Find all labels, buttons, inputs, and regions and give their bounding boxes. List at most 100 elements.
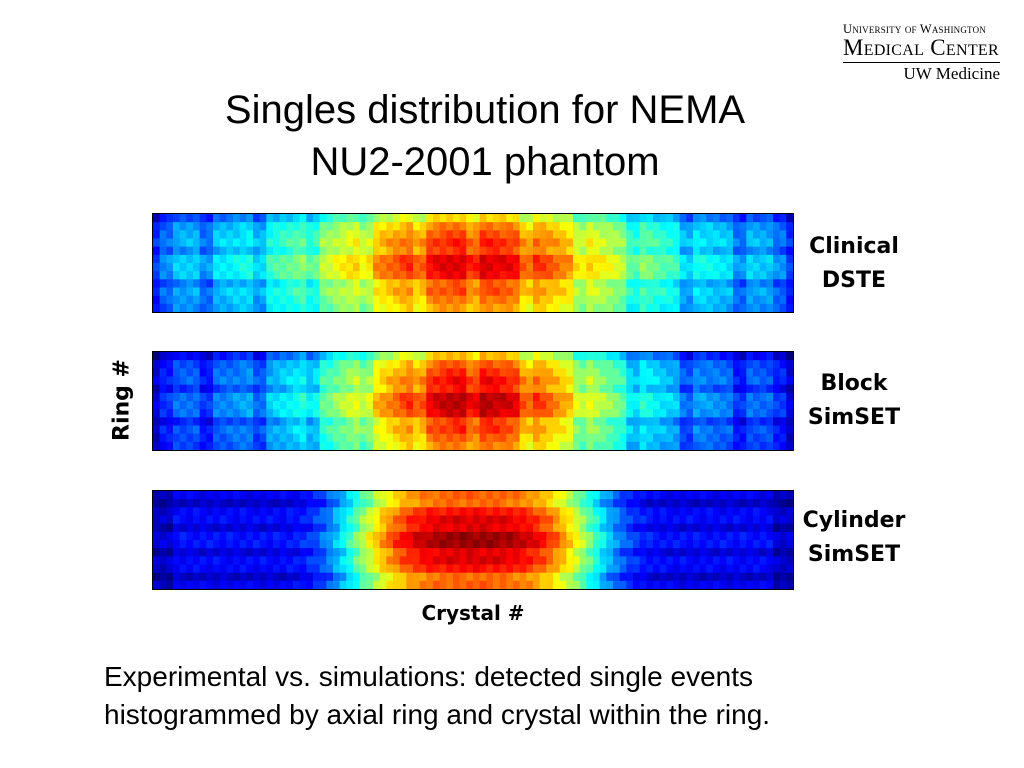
heatmap-cell	[539, 580, 547, 589]
heatmap-cell	[473, 572, 481, 582]
heatmap-cell	[439, 580, 447, 589]
heatmap-cell	[419, 425, 427, 435]
heatmap-cell	[566, 214, 574, 223]
heatmap-cell	[746, 384, 754, 394]
heatmap-cell	[253, 433, 261, 443]
heatmap-cell	[246, 580, 254, 589]
heatmap-cell	[473, 230, 481, 240]
heatmap-cell	[273, 368, 281, 378]
heatmap-cell	[379, 409, 387, 418]
heatmap-cell	[413, 352, 421, 361]
heatmap-cell	[593, 392, 601, 402]
heatmap-cell	[179, 271, 187, 280]
heatmap-cell	[266, 254, 274, 264]
heatmap-cell	[206, 401, 214, 410]
heatmap-cell	[406, 271, 414, 280]
heatmap-cell	[699, 491, 707, 500]
heatmap-cell	[206, 507, 214, 517]
heatmap-cell	[753, 507, 761, 517]
heatmap-cell	[406, 222, 414, 231]
heatmap-cell	[426, 384, 434, 394]
heatmap-cell	[186, 254, 194, 264]
heatmap-cell	[486, 580, 494, 589]
heatmap-cell	[646, 303, 654, 312]
heatmap-cell	[279, 409, 287, 418]
heatmap-cell	[566, 548, 574, 557]
heatmap-cell	[566, 368, 574, 378]
heatmap-cell	[386, 352, 394, 361]
heatmap-cell	[286, 263, 294, 272]
heatmap-cell	[393, 271, 401, 280]
heatmap-cell	[319, 499, 327, 508]
heatmap-cell	[393, 580, 401, 589]
heatmap-cell	[726, 433, 734, 443]
heatmap-cell	[493, 230, 501, 240]
heatmap-cell	[619, 376, 627, 386]
heatmap-cell	[506, 287, 514, 297]
heatmap-cell	[579, 360, 587, 369]
heatmap-cell	[539, 230, 547, 240]
heatmap-cell	[386, 572, 394, 582]
heatmap-cell	[706, 531, 714, 541]
heatmap-cell	[286, 425, 294, 435]
heatmap-cell	[773, 491, 781, 500]
heatmap-cell	[506, 368, 514, 378]
heatmap-cell	[319, 271, 327, 280]
heatmap-cell	[719, 531, 727, 541]
heatmap-cell	[439, 441, 447, 450]
heatmap-cell	[346, 287, 354, 297]
heatmap-cell	[686, 263, 694, 272]
heatmap-cell	[193, 352, 201, 361]
heatmap-cell	[326, 271, 334, 280]
heatmap-cell	[746, 417, 754, 427]
heatmap-cell	[166, 279, 174, 289]
heatmap-cell	[699, 392, 707, 402]
heatmap-cell	[313, 246, 321, 256]
heatmap-cell	[333, 360, 341, 369]
heatmap-cell	[219, 548, 227, 557]
heatmap-cell	[633, 222, 641, 231]
heatmap-cell	[479, 263, 487, 272]
heatmap-cell	[293, 352, 301, 361]
heatmap-cell	[526, 401, 534, 410]
heatmap-cell	[413, 572, 421, 582]
heatmap-cell	[326, 254, 334, 264]
heatmap-cell	[746, 499, 754, 508]
heatmap-cell	[279, 295, 287, 305]
heatmap-cell	[159, 425, 167, 435]
heatmap-cell	[313, 271, 321, 280]
heatmap-cell	[393, 499, 401, 508]
heatmap-cell	[766, 263, 774, 272]
heatmap-cell	[673, 580, 681, 589]
heatmap-cell	[693, 491, 701, 500]
heatmap-cell	[513, 540, 521, 549]
heatmap-cell	[346, 425, 354, 435]
heatmap-cell	[686, 352, 694, 361]
heatmap-cell	[786, 254, 793, 264]
heatmap-cell	[306, 401, 314, 410]
heatmap-cell	[213, 263, 221, 272]
heatmap-cell	[419, 491, 427, 500]
heatmap-cell	[153, 507, 161, 517]
heatmap-cell	[273, 409, 281, 418]
heatmap-cell	[419, 499, 427, 508]
heatmap-cell	[566, 580, 574, 589]
heatmap-cell	[173, 263, 181, 272]
heatmap-cell	[166, 409, 174, 418]
heatmap-cell	[193, 214, 201, 223]
heatmap-cell	[233, 548, 241, 557]
heatmap-cell	[173, 425, 181, 435]
heatmap-cell	[379, 572, 387, 582]
heatmap-cell	[586, 238, 594, 248]
heatmap-cell	[726, 303, 734, 312]
heatmap-cell	[659, 556, 667, 566]
heatmap-cell	[446, 507, 454, 517]
heatmap-cell	[679, 531, 687, 541]
heatmap-cell	[519, 214, 527, 223]
heatmap-cell	[459, 580, 467, 589]
heatmap-cell	[173, 531, 181, 541]
heatmap-cell	[539, 368, 547, 378]
heatmap-cell	[686, 572, 694, 582]
heatmap-cell	[279, 263, 287, 272]
heatmap-cell	[486, 401, 494, 410]
